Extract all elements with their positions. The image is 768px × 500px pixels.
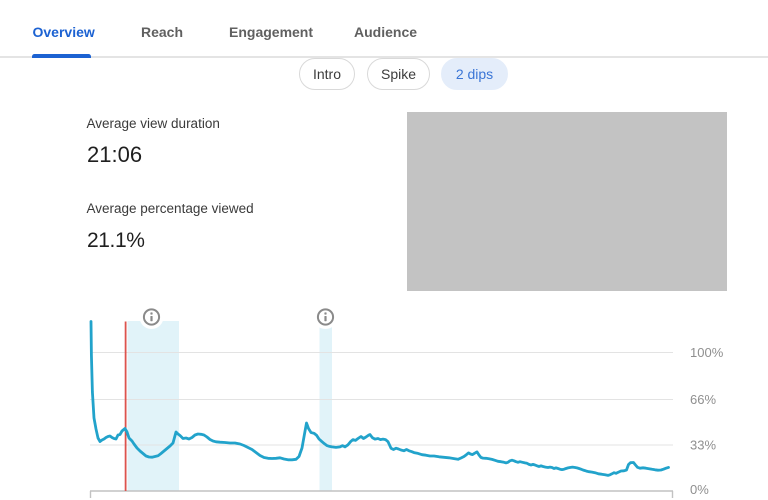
svg-text:0%: 0%	[690, 482, 709, 497]
svg-text:33%: 33%	[690, 438, 716, 453]
svg-text:100%: 100%	[690, 345, 724, 360]
svg-text:66%: 66%	[690, 392, 716, 407]
